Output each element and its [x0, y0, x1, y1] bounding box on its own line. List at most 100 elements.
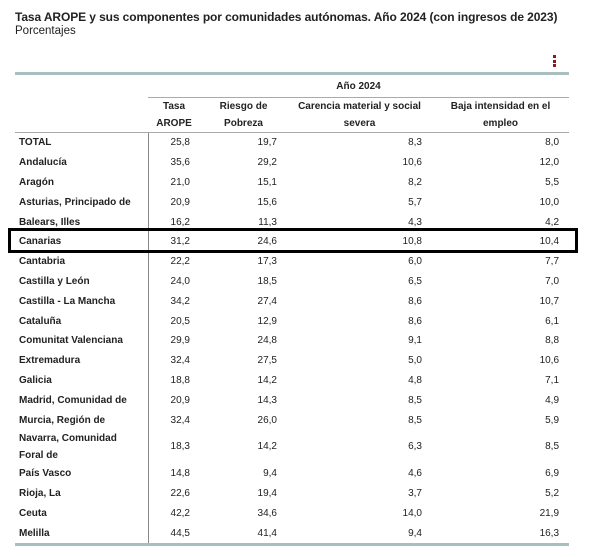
value-cell: 18,8 — [170, 374, 190, 386]
table-row: Cataluña 20,5 12,9 8,6 6,1 — [15, 311, 569, 331]
value-cell: 10,0 — [539, 196, 560, 208]
table-subtitle: Porcentajes — [15, 25, 76, 37]
value-cell: 41,4 — [200, 523, 287, 547]
value-cell: 7,1 — [545, 374, 560, 386]
value-cell: 4,9 — [545, 394, 560, 406]
value-cell: 22,2 — [170, 256, 190, 268]
table-row: Navarra, Comunidad Foral de 18,3 14,2 6,3 8,… — [15, 429, 569, 464]
table-row: Balears, Illes 16,2 11,3 4,3 4,2 — [15, 212, 569, 232]
region-header — [15, 97, 148, 133]
region-name: Andalucía — [15, 152, 149, 173]
value-cell: 5,9 — [545, 414, 560, 426]
value-cell: 18,5 — [257, 275, 277, 287]
value-cell: 7,7 — [545, 256, 560, 268]
value-cell: 14,3 — [257, 394, 277, 406]
value-cell: 11,3 — [258, 216, 277, 228]
value-cell: 5,5 — [545, 176, 560, 188]
value-cell: 34,2 — [170, 295, 190, 307]
table-row: TOTAL 25,8 19,7 8,3 8,0 — [15, 132, 569, 153]
value-cell: 4,8 — [408, 374, 422, 386]
region-name: Castilla - La Mancha — [15, 291, 149, 312]
column-header: Carencia material y social severa — [287, 97, 432, 133]
value-cell: 10,8 — [402, 236, 422, 248]
value-cell: 10,6 — [402, 157, 422, 169]
table-row: Galicia 18,8 14,2 4,8 7,1 — [15, 370, 569, 391]
value-cell: 31,2 — [170, 236, 190, 248]
value-cell: 8,6 — [408, 315, 422, 327]
data-table: Año 2024 Tasa AROPE Riesgo de Pobreza Ca… — [15, 72, 570, 547]
value-cell: 6,3 — [408, 441, 422, 453]
value-cell: 29,9 — [170, 335, 190, 347]
value-cell: 12,9 — [257, 315, 277, 327]
table-row: Canarias 31,2 24,6 10,8 10,4 — [15, 231, 569, 252]
value-cell: 20,9 — [170, 394, 190, 406]
value-cell: 34,6 — [257, 507, 277, 519]
value-cell: 8,5 — [408, 414, 422, 426]
value-cell: 14,2 — [257, 441, 277, 453]
value-cell: 6,5 — [408, 275, 422, 287]
value-cell: 14,8 — [170, 468, 190, 480]
value-cell: 18,3 — [170, 441, 190, 453]
more-options-icon[interactable] — [551, 55, 557, 69]
value-cell: 4,2 — [545, 216, 560, 228]
value-cell: 5,0 — [408, 355, 422, 367]
value-cell: 3,7 — [408, 488, 422, 500]
column-header: Tasa AROPE — [148, 97, 200, 133]
value-cell: 32,4 — [170, 355, 190, 367]
table-row: Asturias, Principado de 20,9 15,6 5,7 10,0 — [15, 192, 569, 213]
value-cell: 24,8 — [257, 335, 277, 347]
region-name: TOTAL — [15, 132, 149, 153]
table-row: País Vasco 14,8 9,4 4,6 6,9 — [15, 463, 569, 484]
region-name: Rioja, La — [15, 483, 149, 504]
table-row: Extremadura 32,4 27,5 5,0 10,6 — [15, 350, 569, 371]
value-cell: 29,2 — [257, 157, 277, 169]
value-cell: 26,0 — [257, 414, 277, 426]
region-name: Cantabria — [15, 251, 149, 272]
value-cell: 6,0 — [408, 256, 422, 268]
value-cell: 16,3 — [432, 523, 570, 547]
value-cell: 8,2 — [408, 176, 422, 188]
region-name: Murcia, Región de — [15, 410, 149, 430]
region-name: Melilla — [15, 523, 149, 547]
value-cell: 35,6 — [170, 157, 190, 169]
value-cell: 9,1 — [408, 335, 422, 347]
table-row: Murcia, Región de 32,4 26,0 8,5 5,9 — [15, 410, 569, 430]
value-cell: 7,0 — [545, 275, 560, 287]
value-cell: 20,5 — [170, 315, 190, 327]
value-cell: 15,6 — [257, 196, 277, 208]
table-row: Castilla - La Mancha 34,2 27,4 8,6 10,7 — [15, 291, 569, 312]
region-name: Castilla y León — [15, 271, 149, 292]
region-name: Cataluña — [15, 311, 149, 331]
value-cell: 8,0 — [545, 137, 560, 149]
value-cell: 20,9 — [170, 196, 190, 208]
value-cell: 8,8 — [545, 335, 560, 347]
region-name: Aragón — [15, 172, 149, 193]
value-cell: 44,5 — [148, 523, 200, 547]
value-cell: 24,6 — [257, 236, 277, 248]
value-cell: 15,1 — [257, 176, 277, 188]
value-cell: 16,2 — [170, 216, 190, 228]
table-title: Tasa AROPE y sus componentes por comunid… — [15, 10, 558, 24]
region-name: Galicia — [15, 370, 149, 391]
region-name: Asturias, Principado de — [15, 192, 149, 213]
value-cell: 21,0 — [170, 176, 190, 188]
table-row: Andalucía 35,6 29,2 10,6 12,0 — [15, 152, 569, 173]
value-cell: 8,5 — [408, 394, 422, 406]
table-row: Ceuta 42,2 34,6 14,0 21,9 — [15, 503, 569, 524]
value-cell: 19,7 — [257, 137, 277, 149]
region-name: Balears, Illes — [15, 212, 149, 232]
value-cell: 27,4 — [257, 295, 277, 307]
value-cell: 8,5 — [545, 441, 560, 453]
table-row: Rioja, La 22,6 19,4 3,7 5,2 — [15, 483, 569, 504]
corner-header — [15, 72, 148, 98]
value-cell: 32,4 — [170, 414, 190, 426]
value-cell: 12,0 — [539, 157, 560, 169]
value-cell: 9,4 — [287, 523, 432, 547]
region-name: Comunitat Valenciana — [15, 330, 149, 351]
region-name: Ceuta — [15, 503, 149, 524]
table-row: Comunitat Valenciana 29,9 24,8 9,1 8,8 — [15, 330, 569, 351]
value-cell: 9,4 — [263, 468, 277, 480]
value-cell: 10,4 — [539, 236, 560, 248]
value-cell: 42,2 — [170, 507, 190, 519]
value-cell: 19,4 — [257, 488, 277, 500]
